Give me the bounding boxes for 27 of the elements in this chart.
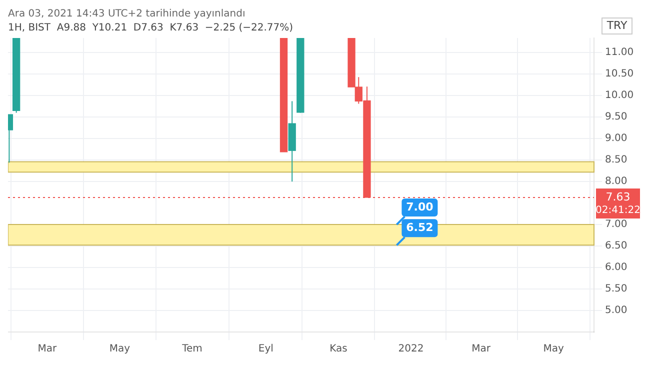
y-tick-label: 6.50 <box>605 240 628 252</box>
chart-subtitle: 1H, BIST A9.88 Y10.21 D7.63 K7.63 −2.25 (−22.77%) <box>8 22 294 34</box>
x-tick-label: May <box>109 344 130 355</box>
y-tick-label: 9.00 <box>605 133 628 144</box>
x-tick-label: Mar <box>38 344 58 355</box>
y-tick-label: 10.00 <box>605 90 634 102</box>
y-tick-label: 7.00 <box>605 219 628 230</box>
y-tick-label: 5.00 <box>605 305 628 316</box>
x-tick-label: May <box>543 344 564 355</box>
y-tick-label: 5.50 <box>605 284 628 295</box>
y-tick-label: 9.50 <box>605 112 628 123</box>
text: 02:41:22 <box>596 205 640 216</box>
text: TRY <box>606 18 628 32</box>
y-tick-label: 8.50 <box>605 154 628 166</box>
chart-title: Ara 03, 2021 14:43 UTC+2 tarihinde yayınlandı <box>8 8 246 20</box>
x-tick-label: Tem <box>181 344 202 355</box>
y-tick-label: 10.50 <box>605 68 634 80</box>
x-tick-label: Eyl <box>258 344 274 355</box>
y-tick-label: 6.00 <box>605 262 628 274</box>
y-tick-label: 8.00 <box>605 176 628 188</box>
annotation: 7.00 <box>406 200 434 214</box>
annotation: 6.52 <box>406 221 434 234</box>
x-tick-label: Mar <box>472 344 492 355</box>
y-tick-label: 11.00 <box>605 47 634 58</box>
x-tick-label: 2022 <box>398 344 424 355</box>
x-tick-label: Kas <box>330 344 348 355</box>
ref-line-label: 7.63 <box>606 190 630 204</box>
